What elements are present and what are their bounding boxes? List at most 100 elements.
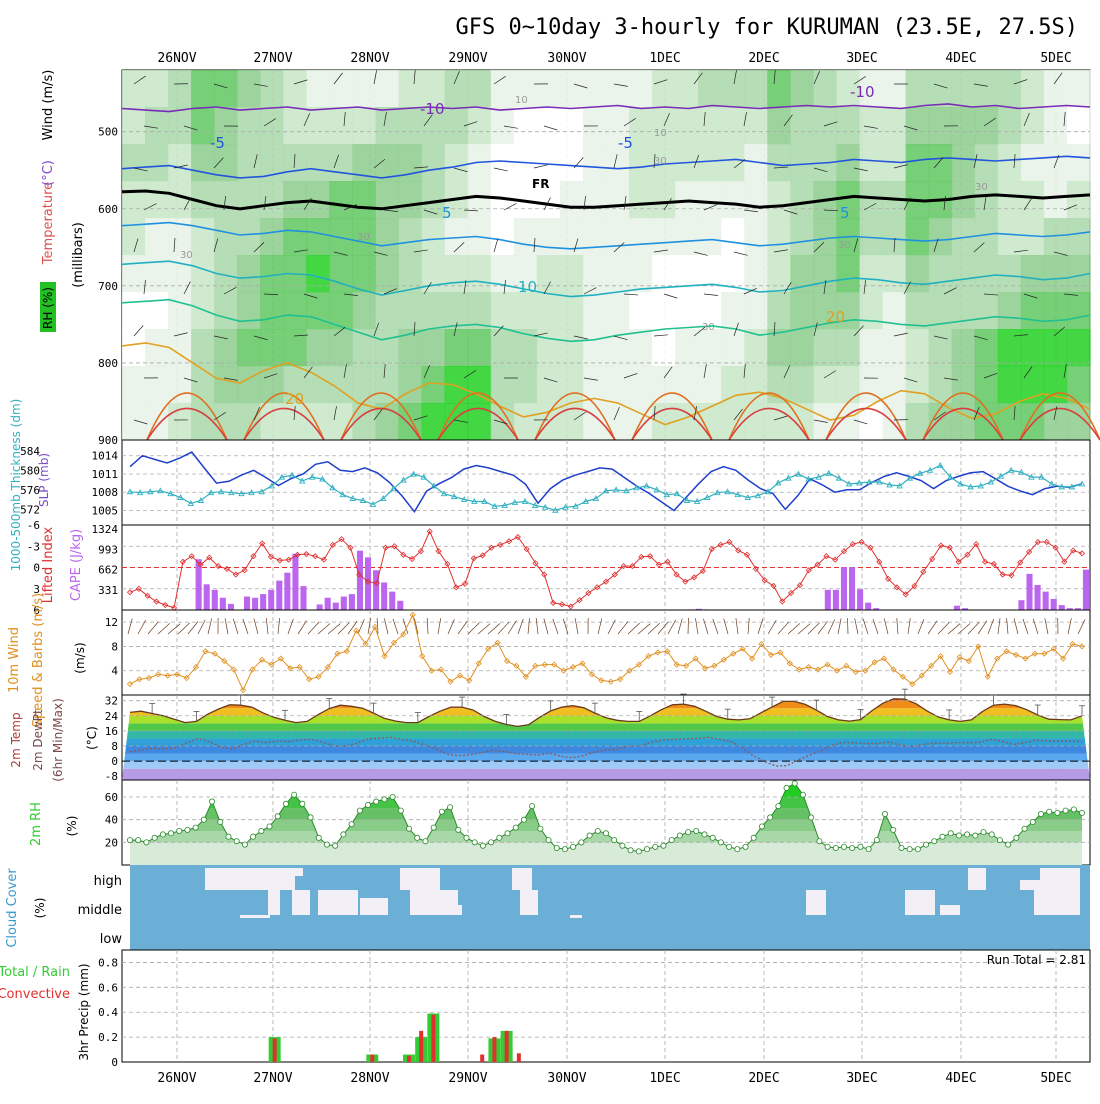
rh-cell xyxy=(790,144,814,182)
rh-point xyxy=(472,840,477,845)
rh-cell xyxy=(629,329,653,367)
rh-point xyxy=(127,837,132,842)
rh-cell xyxy=(952,329,976,367)
rh-point xyxy=(850,845,855,850)
wind-barb-10m xyxy=(1033,619,1038,634)
rh-cell xyxy=(1044,181,1068,219)
rh-cell xyxy=(675,366,699,404)
rh-point xyxy=(644,847,649,852)
cloud-block xyxy=(268,890,280,915)
rh-cell xyxy=(168,292,192,330)
rh-point xyxy=(1055,810,1060,815)
rh-cell xyxy=(399,255,423,293)
wind-barb-10m xyxy=(928,621,937,634)
rh-point xyxy=(431,825,436,830)
rh-cell xyxy=(260,181,284,219)
rh-cell xyxy=(813,366,837,404)
wind-barb-10m xyxy=(638,624,650,634)
cape-tick-label: 662 xyxy=(98,564,118,577)
wind-barb-10m xyxy=(598,618,602,634)
rh-point xyxy=(940,834,945,839)
rh-cell xyxy=(929,255,953,293)
cloud-block xyxy=(806,890,826,915)
wind-barb-10m xyxy=(168,624,180,634)
rh-cell xyxy=(675,218,699,256)
rh-cell xyxy=(399,181,423,219)
rh-point xyxy=(932,839,937,844)
rh-cell xyxy=(606,292,630,330)
rh-cell xyxy=(537,255,561,293)
date-label-top: 4DEC xyxy=(945,51,976,66)
rh-cell xyxy=(537,70,561,108)
thickness-axis-label: 1000-500mb Thickness (dm) xyxy=(9,399,23,572)
rh-cell xyxy=(191,255,215,293)
rh-cell xyxy=(929,218,953,256)
rh-point xyxy=(439,809,444,814)
contour-label: -10 xyxy=(420,100,445,118)
slp-thickness-panel-frame xyxy=(122,440,1090,525)
rh-cell xyxy=(813,329,837,367)
rh-cell xyxy=(975,329,999,367)
rh-cell xyxy=(836,107,860,145)
wind-barb-10m xyxy=(838,618,841,634)
rh-cell xyxy=(998,144,1022,182)
pressure-tick-label: 500 xyxy=(98,126,118,139)
rh-cell xyxy=(168,107,192,145)
date-label-bottom: 5DEC xyxy=(1040,1071,1071,1086)
rh-cell xyxy=(1021,403,1045,441)
wind-barb-10m xyxy=(703,619,708,634)
rh-point xyxy=(1006,842,1011,847)
rh-cell xyxy=(399,292,423,330)
cloud-unit-label: (%) xyxy=(33,898,47,919)
rh-cell xyxy=(767,144,791,182)
rh-cell xyxy=(352,366,376,404)
date-label-top: 3DEC xyxy=(846,51,877,66)
wind-barb-10m xyxy=(828,619,835,634)
rh-cell xyxy=(906,292,930,330)
rh-point xyxy=(809,815,814,820)
precip-convective-bar xyxy=(273,1038,277,1062)
rh-cell xyxy=(698,181,722,219)
wind-barb-10m xyxy=(544,619,548,634)
temperature-band xyxy=(122,754,1090,762)
rh-point xyxy=(365,802,370,807)
rh-cell xyxy=(491,329,515,367)
wind-barb-10m xyxy=(128,619,132,634)
rh-point xyxy=(612,837,617,842)
rh-cell xyxy=(145,70,169,108)
contour-label: 30 xyxy=(975,182,988,193)
rh-cell xyxy=(560,292,584,330)
rh-cell xyxy=(214,181,238,219)
wind-tick-label: 4 xyxy=(111,665,118,678)
rh-point xyxy=(308,815,313,820)
rh-cell xyxy=(883,70,907,108)
rh-point xyxy=(833,845,838,850)
rh-point xyxy=(144,840,149,845)
precip-convective-bar xyxy=(407,1056,411,1062)
rh-point xyxy=(242,842,247,847)
rh-cell xyxy=(952,366,976,404)
rh-cell xyxy=(122,181,146,219)
rh-point xyxy=(423,839,428,844)
date-label-bottom: 4DEC xyxy=(945,1071,976,1086)
rh-point xyxy=(497,835,502,840)
wind-barb-10m xyxy=(863,619,868,634)
rh-cell xyxy=(329,181,353,219)
rh-point xyxy=(817,839,822,844)
rh-point xyxy=(989,832,994,837)
precip-tick-label: 0.2 xyxy=(98,1031,118,1044)
cape-bar xyxy=(397,601,403,610)
cape-bar xyxy=(1018,600,1024,610)
rh-cell xyxy=(537,144,561,182)
precip-tick-label: 0 xyxy=(111,1056,118,1069)
rh-cell xyxy=(767,70,791,108)
rh-cell xyxy=(583,181,607,219)
rh-point xyxy=(1071,807,1076,812)
rh-point xyxy=(973,833,978,838)
rh-cell xyxy=(721,107,745,145)
temperature-unit-label: (°C) xyxy=(41,160,56,186)
date-label-top: 28NOV xyxy=(350,51,389,66)
wind-barb-10m xyxy=(318,623,330,634)
rh-cell xyxy=(698,329,722,367)
rh-cell xyxy=(491,144,515,182)
